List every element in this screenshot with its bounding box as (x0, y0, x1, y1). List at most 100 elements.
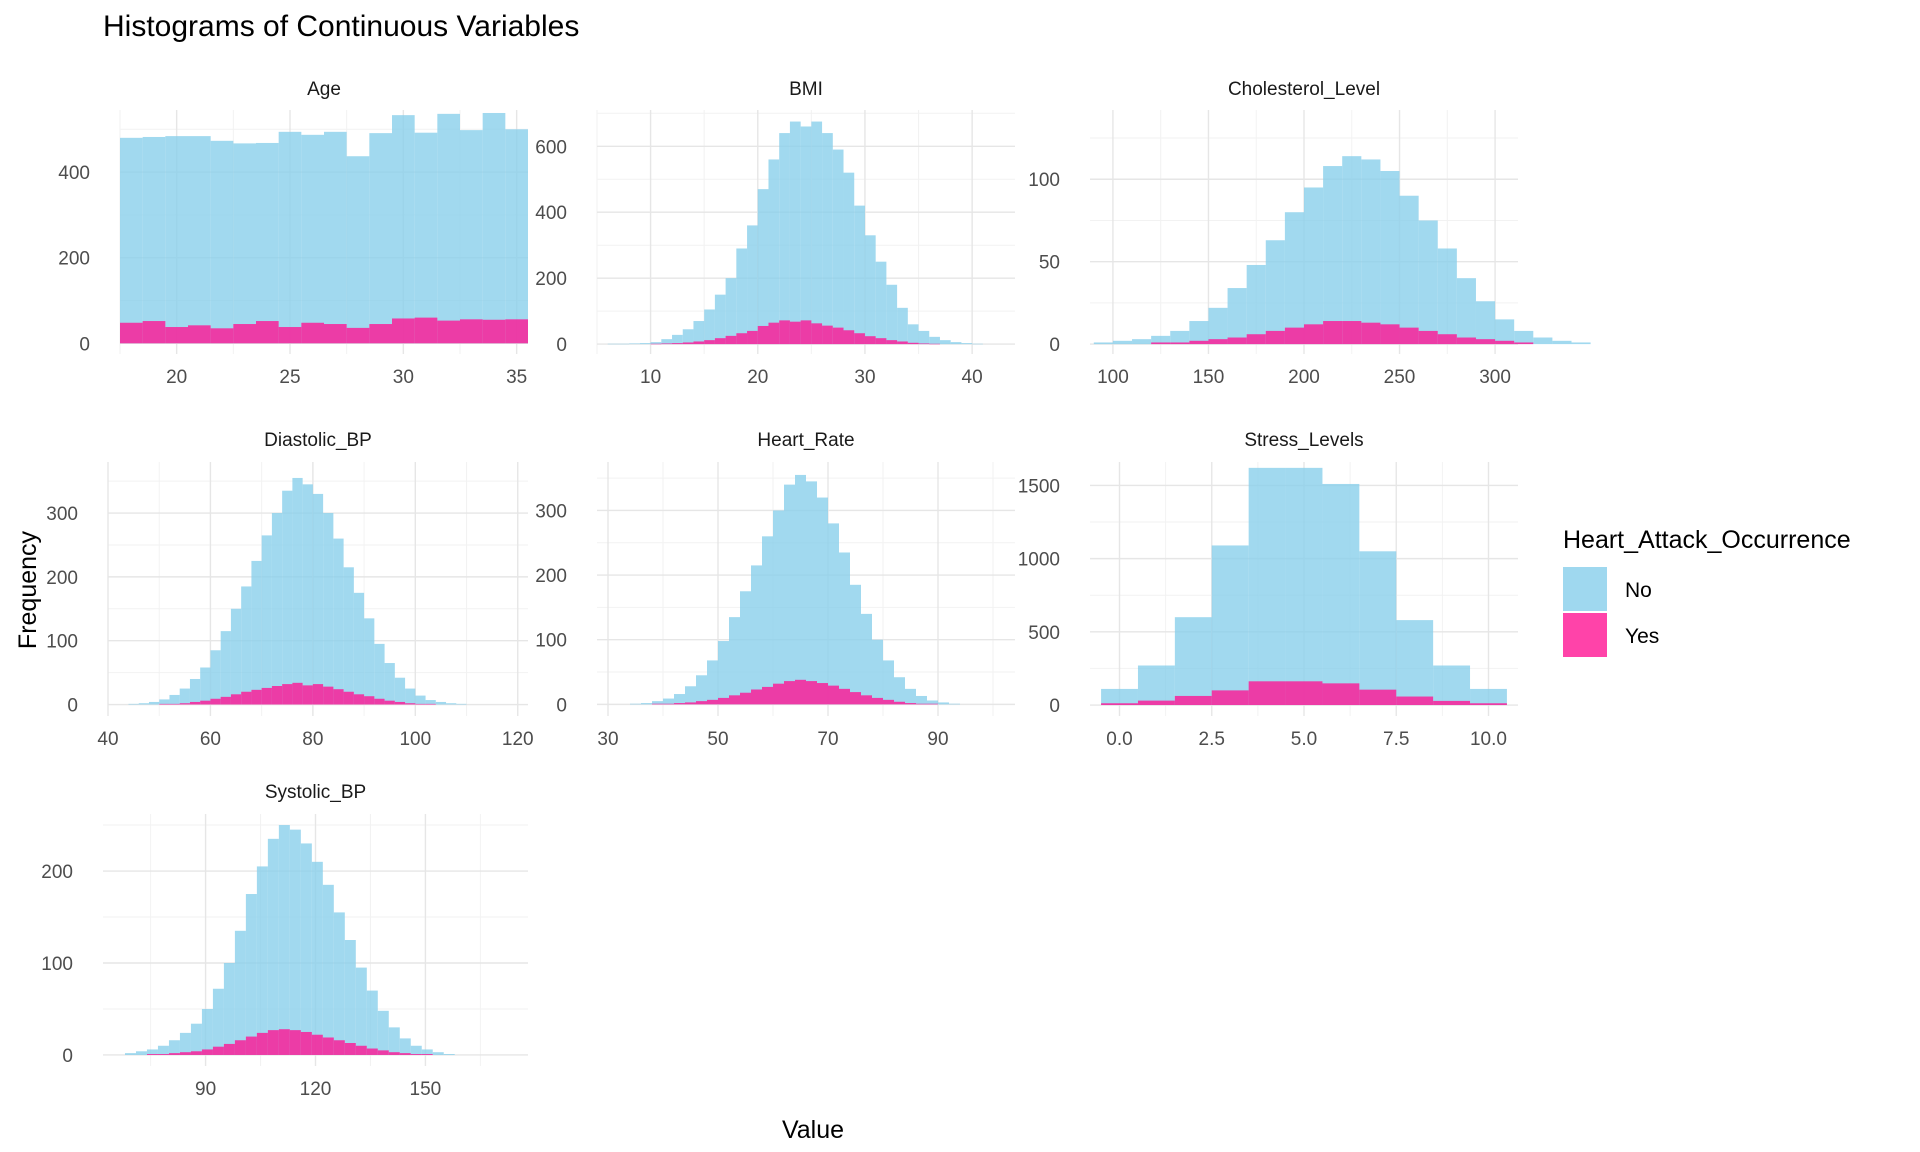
bar-no (1437, 248, 1457, 345)
bar-no (128, 703, 139, 705)
bar-yes (1101, 703, 1138, 706)
bar-yes (374, 698, 385, 705)
bar-no (872, 639, 883, 705)
bar-no (762, 536, 773, 705)
bar-yes (704, 340, 715, 345)
y-tick-label: 500 (1028, 623, 1060, 644)
bar-yes (927, 703, 938, 705)
bar-yes (693, 341, 705, 345)
series-yes (146, 1029, 433, 1055)
bar-yes (223, 1043, 235, 1055)
legend-label-no: No (1625, 579, 1652, 602)
bar-yes (1285, 681, 1323, 706)
bar-no (894, 677, 905, 705)
bar-no (1475, 301, 1496, 345)
bar-no (302, 484, 313, 705)
x-tick-label: 300 (1479, 367, 1511, 388)
bar-yes (1470, 703, 1507, 706)
bar-no (1433, 665, 1471, 706)
bar-no (961, 343, 973, 345)
bar-yes (405, 703, 416, 705)
bar-yes (1227, 337, 1247, 345)
x-tick-label: 150 (410, 1079, 442, 1100)
facet-age: Age 20 25 30 35 0 200 400 (58, 79, 528, 388)
bar-yes (271, 686, 283, 705)
bar-no (322, 884, 334, 1055)
bar-yes (1342, 321, 1362, 345)
bar-no (245, 894, 257, 1055)
bar-no (740, 591, 751, 705)
bar-yes (369, 324, 392, 344)
bar-no (652, 701, 663, 705)
bar-yes (230, 694, 242, 705)
bar-yes (652, 703, 663, 705)
x-tick-label: 100 (1097, 367, 1129, 388)
bar-yes (1456, 337, 1476, 345)
bar-no (811, 121, 823, 345)
bar-yes (1323, 321, 1343, 345)
bar-yes (421, 1054, 433, 1055)
bar-yes (343, 691, 354, 705)
y-tick-label: 600 (535, 137, 567, 158)
x-tick-label: 10.0 (1470, 729, 1507, 750)
facet-title-systolic-bp: Systolic_BP (265, 782, 366, 803)
bar-no (685, 686, 696, 705)
x-tick-label: 7.5 (1383, 729, 1409, 750)
bar-no (148, 701, 160, 705)
facet-title-heart-rate: Heart_Rate (757, 430, 854, 451)
facet-title-diastolic-bp: Diastolic_BP (264, 430, 372, 451)
bar-no (300, 843, 312, 1055)
legend-label-yes: Yes (1625, 625, 1659, 648)
bar-yes (1495, 340, 1515, 345)
bar-no (223, 962, 235, 1055)
bar-no (399, 1038, 411, 1055)
bar-no (120, 137, 143, 344)
bar-no (854, 205, 865, 345)
bar-yes (322, 1037, 334, 1055)
bar-no (939, 340, 951, 345)
bar-yes (843, 330, 855, 345)
bar-yes (1137, 700, 1175, 706)
y-tick-label: 300 (535, 501, 567, 522)
bar-yes (200, 700, 211, 705)
x-tick-label: 70 (817, 729, 838, 750)
bar-no (822, 133, 833, 345)
bar-yes (1284, 327, 1304, 345)
bar-no (220, 631, 231, 705)
bar-yes (747, 330, 758, 345)
bar-no (949, 703, 960, 705)
bar-yes (740, 692, 751, 705)
bar-no (405, 688, 416, 705)
bar-no (267, 838, 279, 1055)
bar-no (344, 940, 356, 1055)
bar-no (190, 1023, 202, 1055)
bar-no (751, 565, 762, 705)
bar-no (415, 695, 426, 705)
bar-no (800, 126, 812, 345)
bar-no (289, 829, 301, 1055)
y-tick-label: 0 (1049, 335, 1060, 356)
bar-no (188, 136, 211, 344)
bar-no (256, 866, 268, 1055)
bar-no (663, 698, 674, 705)
bar-no (261, 535, 272, 705)
bar-no (210, 140, 234, 344)
bar-no (355, 967, 367, 1055)
bar-no (883, 660, 894, 705)
bar-no (377, 1010, 389, 1055)
bar-yes (278, 327, 302, 344)
bar-no (1093, 342, 1113, 345)
bar-no (230, 608, 242, 705)
bar-no (1571, 342, 1591, 345)
facet-stress-levels: Stress_Levels 0.0 2.5 5.0 7.5 10.0 0 500 1000 150… (1018, 430, 1518, 750)
x-tick-label: 60 (200, 729, 221, 750)
y-tick-label: 400 (535, 203, 567, 224)
bar-no (169, 694, 180, 705)
bar-no (718, 641, 729, 705)
bar-no (1112, 340, 1133, 345)
bar-no (333, 912, 345, 1055)
bar-no (1304, 187, 1324, 345)
bar-yes (789, 321, 801, 345)
bar-no (929, 336, 940, 345)
bar-no (271, 513, 283, 705)
